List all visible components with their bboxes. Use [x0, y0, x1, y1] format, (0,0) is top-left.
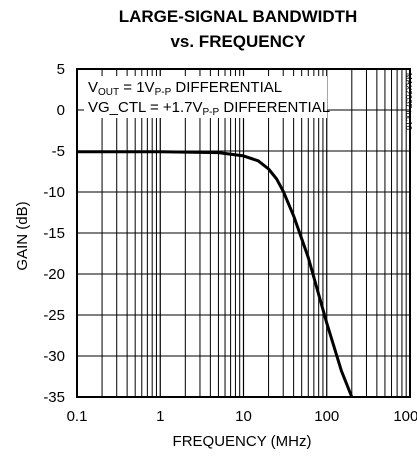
- x-tick-labels: 0.1 1 10 100 1000: [67, 408, 417, 425]
- x-tick-label: 10: [235, 408, 252, 425]
- x-tick-label: 1000: [393, 408, 417, 425]
- x-tick-label: 100: [314, 408, 339, 425]
- legend-line-vout: VOUT = 1VP-P DIFFERENTIAL: [88, 79, 282, 98]
- y-tick-label: -5: [52, 143, 65, 160]
- x-tick-label: 0.1: [67, 408, 88, 425]
- gain-curve: [77, 150, 354, 398]
- plot-frame: [76, 68, 411, 398]
- y-tick-label: -25: [43, 307, 65, 324]
- x-axis-label: FREQUENCY (MHz): [173, 433, 312, 450]
- legend-line-vgctl: VG_CTL = +1.7VP-P DIFFERENTIAL: [88, 99, 330, 118]
- y-axis-label: GAIN (dB): [14, 201, 31, 270]
- y-tick-labels: 5 0 -5 -10 -15 -20 -25 -30 -35: [43, 61, 65, 406]
- chart-title-line1: LARGE-SIGNAL BANDWIDTH: [119, 7, 358, 26]
- figure-id: MAX2037 toc16: [404, 73, 413, 130]
- legend-box: [84, 76, 327, 118]
- series-group: [77, 150, 354, 398]
- y-tick-label: -15: [43, 225, 65, 242]
- y-tick-label: -30: [43, 348, 65, 365]
- grid: [77, 69, 410, 397]
- y-tick-label: 5: [57, 61, 65, 78]
- y-tick-label: -20: [43, 266, 65, 283]
- y-tick-label: -10: [43, 184, 65, 201]
- y-tick-label: -35: [43, 389, 65, 406]
- x-tick-label: 1: [156, 408, 164, 425]
- chart-title-line2: vs. FREQUENCY: [170, 32, 306, 51]
- y-tick-label: 0: [57, 102, 65, 119]
